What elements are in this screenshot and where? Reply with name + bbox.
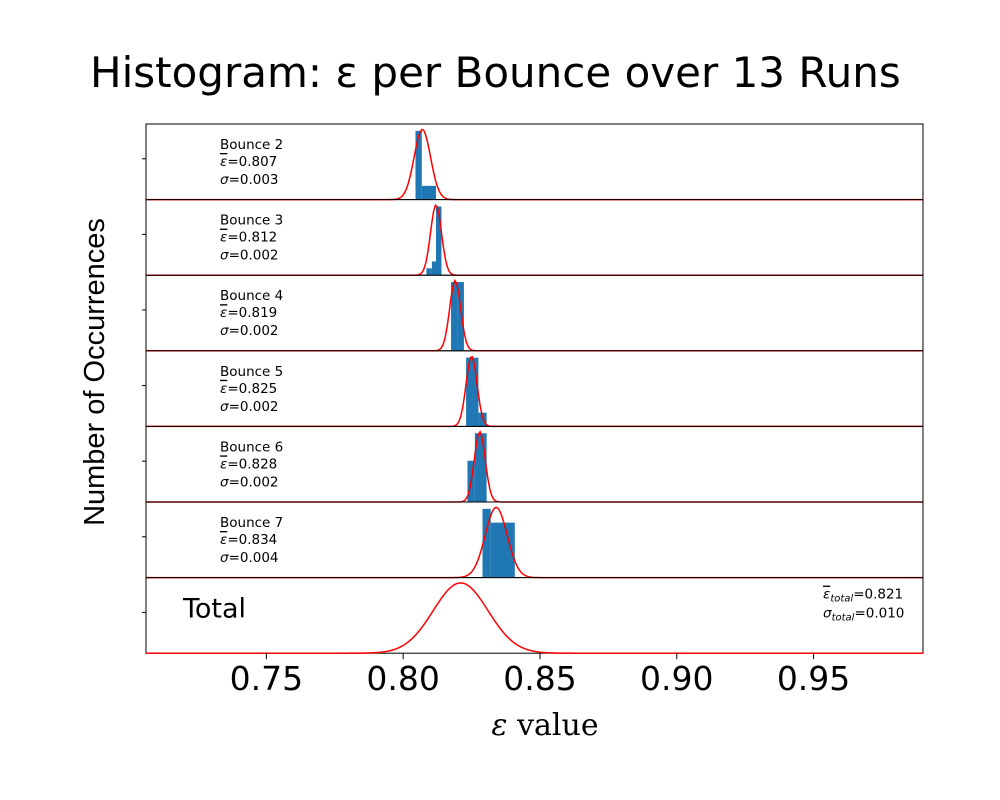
x-tick-label-0.95: 0.95: [777, 659, 850, 698]
panel-label-bounce-3: Bounce 3: [220, 213, 283, 229]
panel-sigma-value-bounce-3: =0.002: [229, 248, 279, 264]
sigma-symbol: σ: [823, 606, 832, 622]
panel-mean-value-bounce-5: =0.825: [227, 381, 277, 397]
panel-sigma-value-bounce-5: =0.002: [229, 399, 279, 415]
hist-bar-bounce-7-1: [482, 508, 491, 578]
total-subscript: total: [832, 613, 855, 624]
sigma-symbol: σ: [220, 550, 229, 566]
total-sigma: σtotal=0.010: [823, 606, 904, 624]
total-mean: εtotal=0.821: [823, 587, 903, 605]
panel-mean-bounce-2: ε=0.807: [220, 154, 277, 170]
sigma-symbol: σ: [220, 248, 229, 264]
panel-frame-total: [145, 577, 924, 654]
hist-bar-bounce-2-2: [421, 185, 437, 200]
x-tick-label-0.90: 0.90: [640, 659, 713, 698]
hist-bar-bounce-6-2: [474, 433, 487, 502]
hist-bar-bounce-2-1: [415, 130, 422, 200]
panel-sigma-bounce-2: σ=0.003: [220, 172, 279, 188]
fit-curve-total: [146, 582, 923, 654]
panel-sigma-bounce-7: σ=0.004: [220, 550, 279, 566]
epsilon-bar-symbol: ε: [220, 154, 227, 170]
epsilon-bar-symbol: ε: [220, 456, 227, 472]
panel-label-total: Total: [182, 594, 246, 625]
x-tick-label-0.80: 0.80: [366, 659, 439, 698]
sigma-symbol: σ: [220, 474, 229, 490]
sigma-symbol: σ: [220, 323, 229, 339]
x-axis-label: ε value: [445, 708, 645, 743]
epsilon-bar-symbol: ε: [220, 230, 227, 246]
panel-sigma-bounce-3: σ=0.002: [220, 248, 279, 264]
hist-bar-bounce-4-1: [451, 282, 458, 351]
total-subscript: total: [830, 594, 853, 605]
panel-mean-bounce-7: ε=0.834: [220, 532, 277, 548]
panel-mean-value-bounce-3: =0.812: [227, 230, 277, 246]
epsilon-bar-symbol: ε: [823, 587, 830, 603]
panel-label-bounce-2: Bounce 2: [220, 137, 283, 153]
panel-sigma-bounce-4: σ=0.002: [220, 323, 279, 339]
panel-label-bounce-5: Bounce 5: [220, 364, 283, 380]
sigma-symbol: σ: [220, 172, 229, 188]
panel-sigma-value-bounce-7: =0.004: [229, 550, 279, 566]
panel-label-bounce-7: Bounce 7: [220, 515, 283, 531]
total-mean-value: =0.821: [853, 587, 903, 603]
x-axis-label-symbol: ε: [491, 708, 508, 743]
panel-sigma-value-bounce-6: =0.002: [229, 474, 279, 490]
panel-mean-bounce-3: ε=0.812: [220, 230, 277, 246]
epsilon-bar-symbol: ε: [220, 532, 227, 548]
panel-mean-bounce-4: ε=0.819: [220, 305, 277, 321]
chart-title: Histogram: ε per Bounce over 13 Runs: [90, 48, 901, 97]
x-tick-label-0.85: 0.85: [503, 659, 576, 698]
total-sigma-value: =0.010: [854, 606, 904, 622]
panel-label-bounce-6: Bounce 6: [220, 439, 283, 455]
panel-mean-value-bounce-4: =0.819: [227, 305, 277, 321]
epsilon-bar-symbol: ε: [220, 381, 227, 397]
panel-sigma-value-bounce-4: =0.002: [229, 323, 279, 339]
x-tick-label-0.75: 0.75: [230, 659, 303, 698]
hist-bar-bounce-4-2: [457, 282, 464, 351]
panel-mean-bounce-5: ε=0.825: [220, 381, 277, 397]
hist-bar-bounce-3-2: [431, 261, 437, 276]
hist-bar-bounce-5-2: [478, 412, 487, 427]
hist-bar-bounce-3-1: [426, 268, 432, 276]
epsilon-bar-symbol: ε: [220, 305, 227, 321]
panel-label-bounce-4: Bounce 4: [220, 288, 283, 304]
panel-mean-value-bounce-2: =0.807: [227, 154, 277, 170]
panel-sigma-value-bounce-2: =0.003: [229, 172, 279, 188]
sigma-symbol: σ: [220, 399, 229, 415]
panel-mean-value-bounce-6: =0.828: [227, 456, 277, 472]
x-axis-label-text: value: [517, 708, 599, 743]
panel-mean-bounce-6: ε=0.828: [220, 456, 277, 472]
hist-bar-bounce-3-3: [436, 206, 442, 276]
panel-sigma-bounce-5: σ=0.002: [220, 399, 279, 415]
panel-sigma-bounce-6: σ=0.002: [220, 474, 279, 490]
panel-mean-value-bounce-7: =0.834: [227, 532, 277, 548]
